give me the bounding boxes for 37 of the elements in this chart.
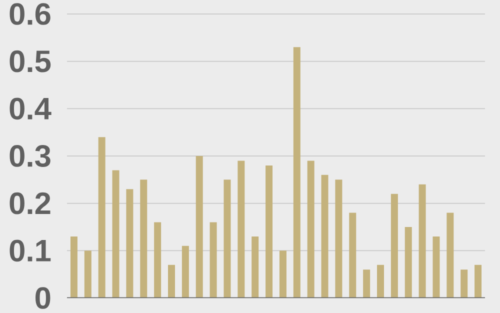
bar	[98, 137, 106, 298]
bar	[321, 174, 328, 298]
bar	[252, 236, 259, 298]
bar	[238, 160, 245, 298]
y-tick-label: 0.3	[10, 145, 50, 167]
bar	[432, 236, 440, 298]
bar	[210, 222, 217, 298]
bar	[154, 222, 162, 298]
bar	[377, 264, 384, 298]
bar	[404, 227, 412, 298]
bar	[126, 189, 134, 298]
y-tick-label: 0.6	[10, 3, 50, 25]
y-tick-label: 0.1	[10, 240, 51, 262]
bar	[182, 246, 189, 298]
bar	[363, 270, 370, 298]
bar	[293, 47, 300, 298]
bar	[266, 165, 273, 298]
y-tick-label: 0.5	[10, 50, 51, 72]
bar	[70, 236, 78, 298]
y-tick-label: 0	[36, 287, 50, 309]
bar	[307, 160, 314, 298]
bar	[196, 156, 203, 298]
bar	[168, 264, 175, 298]
bar	[84, 250, 92, 298]
bar	[140, 180, 148, 298]
bar	[279, 250, 286, 298]
bar	[390, 194, 398, 298]
bar	[474, 264, 482, 298]
y-tick-label: 0.4	[10, 98, 52, 120]
bar	[335, 180, 342, 298]
bar	[224, 180, 231, 298]
bar	[349, 212, 356, 298]
bar	[112, 170, 120, 298]
y-tick-label: 0.2	[10, 192, 50, 214]
bar	[418, 184, 426, 298]
bar	[460, 270, 468, 298]
bar	[446, 212, 454, 298]
